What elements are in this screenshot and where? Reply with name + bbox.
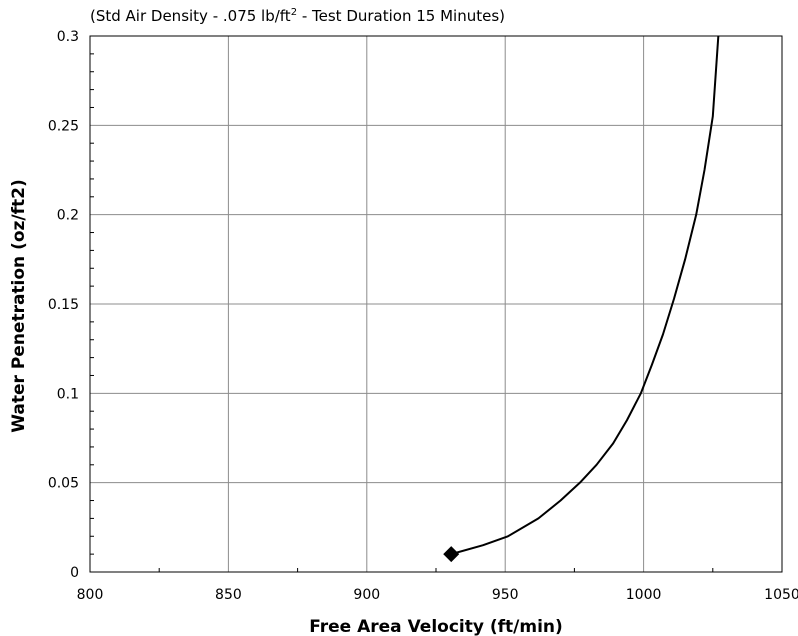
x-tick-label: 1050	[764, 587, 798, 603]
y-tick-label: 0.2	[57, 208, 79, 224]
plot-area-frame	[89, 35, 783, 573]
data-point-marker	[443, 546, 460, 563]
y-tick-label: 0.15	[48, 297, 79, 313]
x-tick-label: 950	[492, 587, 519, 603]
x-tick-label: 900	[353, 587, 380, 603]
series-line	[450, 35, 720, 556]
y-axis-title: Water Penetration (oz/ft2)	[9, 179, 29, 433]
y-tick-label: 0.05	[48, 476, 79, 492]
x-tick-label: 1000	[626, 587, 662, 603]
gridlines	[90, 36, 782, 572]
y-tick-label: 0	[70, 565, 79, 581]
y-tick-label: 0.1	[57, 386, 79, 402]
x-tick-label: 850	[215, 587, 242, 603]
x-axis-tick-labels: 800 850 900 950 1000 1050	[77, 587, 798, 603]
x-tick-label: 800	[77, 587, 104, 603]
x-axis-title: Free Area Velocity (ft/min)	[309, 617, 563, 636]
y-tick-label: 0.3	[57, 29, 79, 45]
y-tick-label: 0.25	[48, 118, 79, 134]
y-axis-tick-labels: 0 0.05 0.1 0.15 0.2 0.25 0.3	[48, 29, 79, 581]
minor-ticks	[90, 53, 714, 572]
chart-subtitle: (Std Air Density - .075 lb/ft2 - Test Du…	[90, 7, 505, 25]
series-layer	[443, 35, 720, 563]
